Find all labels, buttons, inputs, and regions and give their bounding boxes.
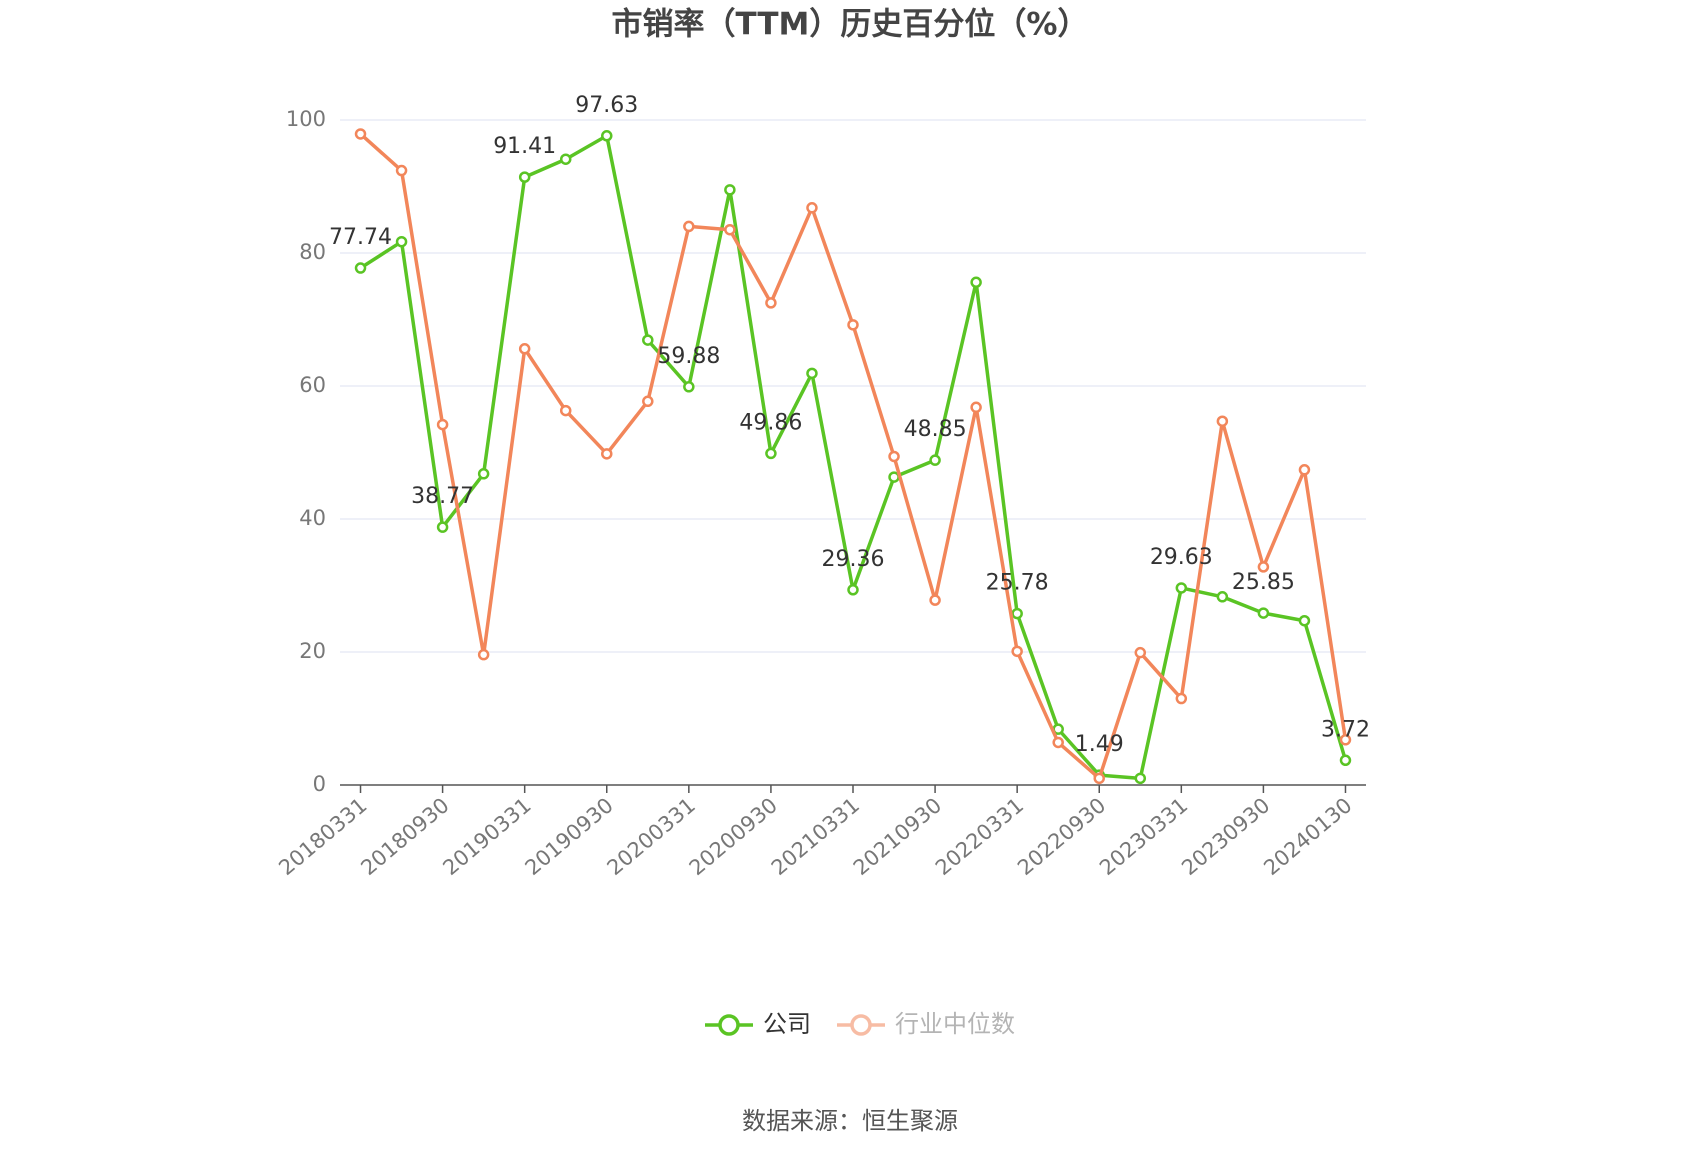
data-point <box>436 418 449 431</box>
data-point <box>559 153 572 165</box>
data-point <box>683 381 695 393</box>
data-point <box>559 404 572 417</box>
data-point <box>601 448 613 460</box>
data-point <box>929 594 941 606</box>
data-point <box>395 235 408 248</box>
x-tick-label: 20230331 <box>1095 793 1192 880</box>
data-label: 25.85 <box>1232 570 1295 595</box>
data-label: 77.74 <box>329 225 392 250</box>
data-point <box>354 128 367 140</box>
data-point <box>1093 772 1105 785</box>
data-point <box>847 584 859 596</box>
data-point <box>642 334 654 346</box>
data-point <box>970 401 982 414</box>
data-point <box>1134 646 1147 659</box>
data-point <box>683 220 695 233</box>
data-label: 29.63 <box>1150 545 1213 570</box>
legend-label: 公司 <box>763 1010 811 1038</box>
data-point <box>888 471 900 483</box>
y-tick-label: 20 <box>299 639 326 663</box>
y-tick-label: 40 <box>299 506 326 530</box>
x-tick-label: 20230930 <box>1177 793 1274 880</box>
legend-marker <box>850 1014 872 1036</box>
data-point <box>1052 736 1064 749</box>
series-line <box>359 134 1348 781</box>
x-tick-label: 20180331 <box>274 793 371 880</box>
x-tick-label: 20220930 <box>1013 793 1110 880</box>
data-label: 25.78 <box>986 571 1049 596</box>
data-point <box>1257 607 1270 619</box>
data-point <box>518 343 531 355</box>
data-point <box>806 367 818 380</box>
data-label: 91.41 <box>493 134 556 159</box>
data-label: 97.63 <box>575 93 638 118</box>
data-point <box>847 319 859 331</box>
data-label: 48.85 <box>904 417 967 442</box>
x-tick-label: 20190930 <box>521 793 618 880</box>
x-tick-label: 20240130 <box>1259 793 1356 880</box>
data-point <box>1216 415 1229 427</box>
x-tick-label: 20180930 <box>356 793 453 880</box>
data-point <box>888 450 900 463</box>
data-point <box>642 395 654 408</box>
data-label: 3.72 <box>1321 717 1370 742</box>
data-label: 38.77 <box>411 484 474 509</box>
series-line <box>359 132 1348 781</box>
data-point <box>806 202 818 214</box>
x-tick-label: 20210930 <box>849 793 946 880</box>
legend-marker <box>718 1014 740 1036</box>
y-tick-label: 60 <box>299 373 326 397</box>
chart-title: 市销率（TTM）历史百分位（%） <box>612 7 1089 43</box>
data-point <box>477 648 490 661</box>
data-point <box>724 223 736 236</box>
x-tick-label: 20220331 <box>931 793 1028 880</box>
data-point <box>395 164 408 177</box>
data-point <box>929 454 941 466</box>
data-point <box>765 297 777 309</box>
y-tick-label: 80 <box>299 240 326 264</box>
legend-item: 行业中位数 <box>837 1010 1015 1038</box>
data-point <box>1339 734 1352 746</box>
x-tick-label: 20210331 <box>767 793 864 880</box>
data-label: 49.86 <box>739 410 802 435</box>
data-point <box>354 262 367 274</box>
source: 数据来源：恒生聚源 <box>742 1107 958 1135</box>
data-point <box>1011 645 1023 658</box>
data-point <box>765 447 777 460</box>
data-label: 29.36 <box>822 547 885 572</box>
data-point <box>1175 582 1188 594</box>
data-point <box>601 130 613 142</box>
data-point <box>1011 607 1023 620</box>
data-point <box>1339 754 1352 767</box>
x-tick-label: 20190331 <box>438 793 535 880</box>
data-point <box>1134 772 1147 785</box>
data-point <box>1175 692 1188 705</box>
data-point <box>1257 561 1270 573</box>
data-label: 1.49 <box>1075 732 1124 757</box>
y-tick-label: 100 <box>286 107 326 131</box>
y-tick-label: 0 <box>313 772 326 796</box>
data-point <box>518 171 531 183</box>
data-point <box>724 184 736 196</box>
data-point <box>1216 591 1229 603</box>
data-label: 59.88 <box>657 344 720 369</box>
data-point <box>1298 464 1311 476</box>
legend-label: 行业中位数 <box>895 1010 1015 1038</box>
x-tick-label: 20200930 <box>685 793 782 880</box>
data-point <box>970 276 982 289</box>
data-point <box>477 468 490 480</box>
data-point <box>1298 614 1311 627</box>
legend-item: 公司 <box>705 1010 811 1038</box>
data-point <box>436 521 449 533</box>
x-tick-label: 20200331 <box>603 793 700 880</box>
